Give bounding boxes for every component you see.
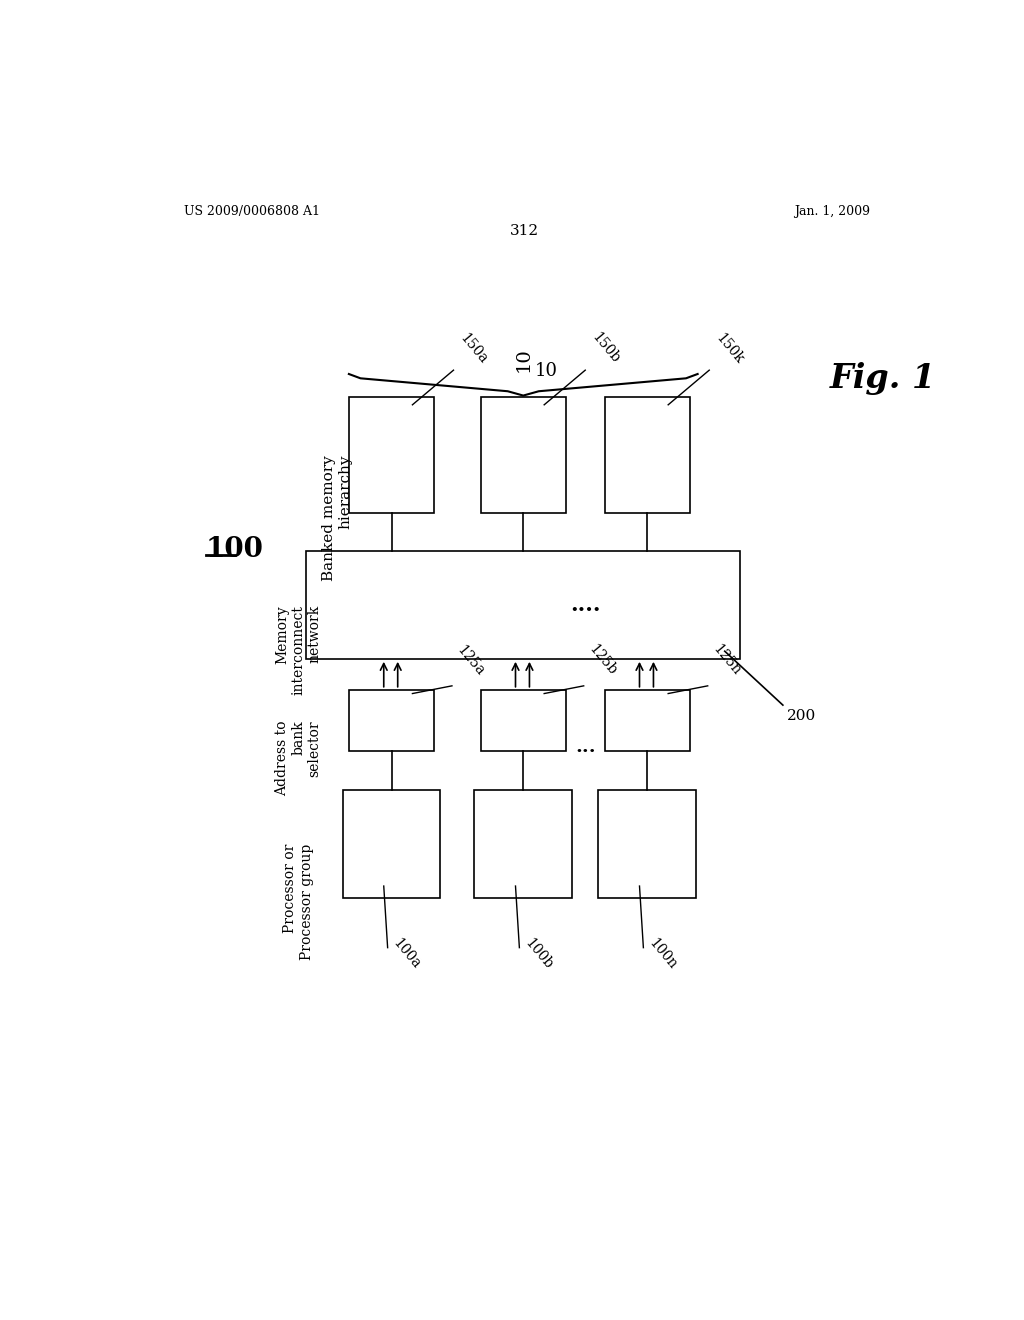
Text: Memory
interconnect
network: Memory interconnect network: [275, 605, 322, 694]
Text: 10: 10: [514, 347, 532, 372]
Text: ....: ....: [570, 594, 600, 616]
Bar: [480, 689, 566, 751]
Text: 125a: 125a: [455, 643, 487, 678]
Text: 312: 312: [510, 224, 540, 238]
Text: 150k: 150k: [713, 330, 746, 367]
Text: 125n: 125n: [710, 642, 743, 678]
Text: Address to
bank
selector: Address to bank selector: [275, 721, 322, 796]
Text: 125b: 125b: [586, 642, 620, 678]
Text: 150a: 150a: [458, 331, 490, 367]
Bar: [349, 689, 434, 751]
Bar: [604, 689, 690, 751]
Bar: [598, 789, 696, 898]
Bar: [474, 789, 572, 898]
Text: 10: 10: [535, 363, 558, 380]
Text: Jan. 1, 2009: Jan. 1, 2009: [795, 205, 870, 218]
Text: 100: 100: [206, 536, 263, 562]
Bar: [604, 397, 690, 512]
Text: 200: 200: [786, 709, 816, 723]
Bar: [306, 552, 740, 659]
Text: Fig. 1: Fig. 1: [829, 363, 936, 396]
Text: 100b: 100b: [521, 936, 555, 972]
Text: US 2009/0006808 A1: US 2009/0006808 A1: [183, 205, 319, 218]
Text: Banked memory
hierarchy: Banked memory hierarchy: [323, 455, 352, 581]
Bar: [343, 789, 440, 898]
Bar: [480, 397, 566, 512]
Text: 100a: 100a: [390, 936, 423, 972]
Bar: [349, 397, 434, 512]
Text: Processor or
Processor group: Processor or Processor group: [284, 843, 313, 960]
Text: 150b: 150b: [589, 330, 623, 367]
Text: ...: ...: [574, 738, 596, 756]
Text: 100n: 100n: [646, 936, 679, 973]
